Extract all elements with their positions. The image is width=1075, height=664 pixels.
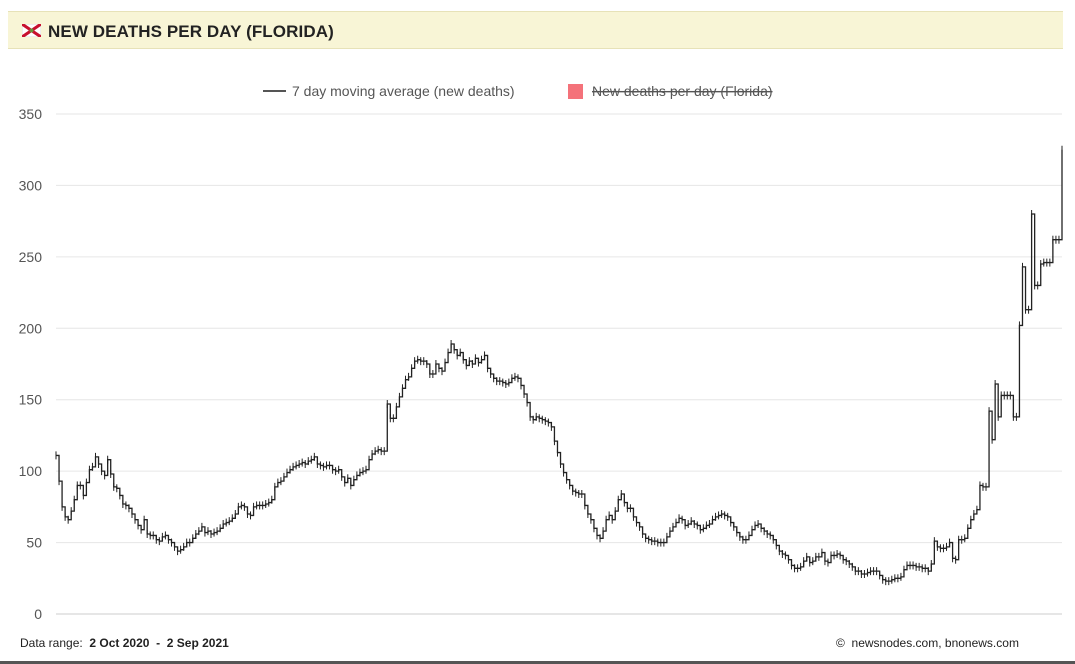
range-end: 2 Sep 2021 [166, 636, 229, 650]
legend-item-moving-average[interactable]: 7 day moving average (new deaths) [292, 83, 515, 99]
legend-daily-swatch[interactable] [568, 84, 583, 99]
y-tick-label: 150 [19, 392, 43, 408]
y-tick-label: 350 [19, 106, 43, 122]
florida-flag-icon [22, 24, 41, 37]
line-chart: 7 day moving average (new deaths) New de… [19, 83, 1063, 622]
chart-title: NEW DEATHS PER DAY (FLORIDA) [48, 22, 334, 41]
y-tick-label: 300 [19, 177, 43, 193]
y-tick-label: 0 [34, 606, 42, 622]
bottom-divider [0, 661, 1075, 664]
y-tick-label: 200 [19, 320, 43, 336]
chart-header: NEW DEATHS PER DAY (FLORIDA) [8, 11, 1063, 49]
series-line-moving-average[interactable] [56, 149, 1063, 582]
y-axis: 0 50 100 150 200 250 300 350 [19, 106, 43, 622]
y-tick-label: 250 [19, 249, 43, 265]
range-start: 2 Oct 2020 [89, 636, 150, 650]
legend-item-daily-deaths[interactable]: New deaths per day (Florida) [592, 83, 773, 99]
source-link[interactable]: newsnodes.com, bnonews.com [851, 636, 1019, 650]
source-credit: © newsnodes.com, bnonews.com [836, 636, 1019, 650]
data-range-label: Data range: [20, 636, 83, 650]
copyright-icon: © [836, 636, 845, 650]
chart-legend: 7 day moving average (new deaths) New de… [263, 83, 773, 99]
y-tick-label: 100 [19, 463, 43, 479]
chart-grid [56, 113, 1062, 615]
plot-area [55, 145, 1063, 586]
y-tick-label: 50 [26, 535, 42, 551]
range-separator: - [156, 636, 161, 650]
data-range: Data range: 2 Oct 2020 - 2 Sep 2021 [20, 636, 229, 650]
